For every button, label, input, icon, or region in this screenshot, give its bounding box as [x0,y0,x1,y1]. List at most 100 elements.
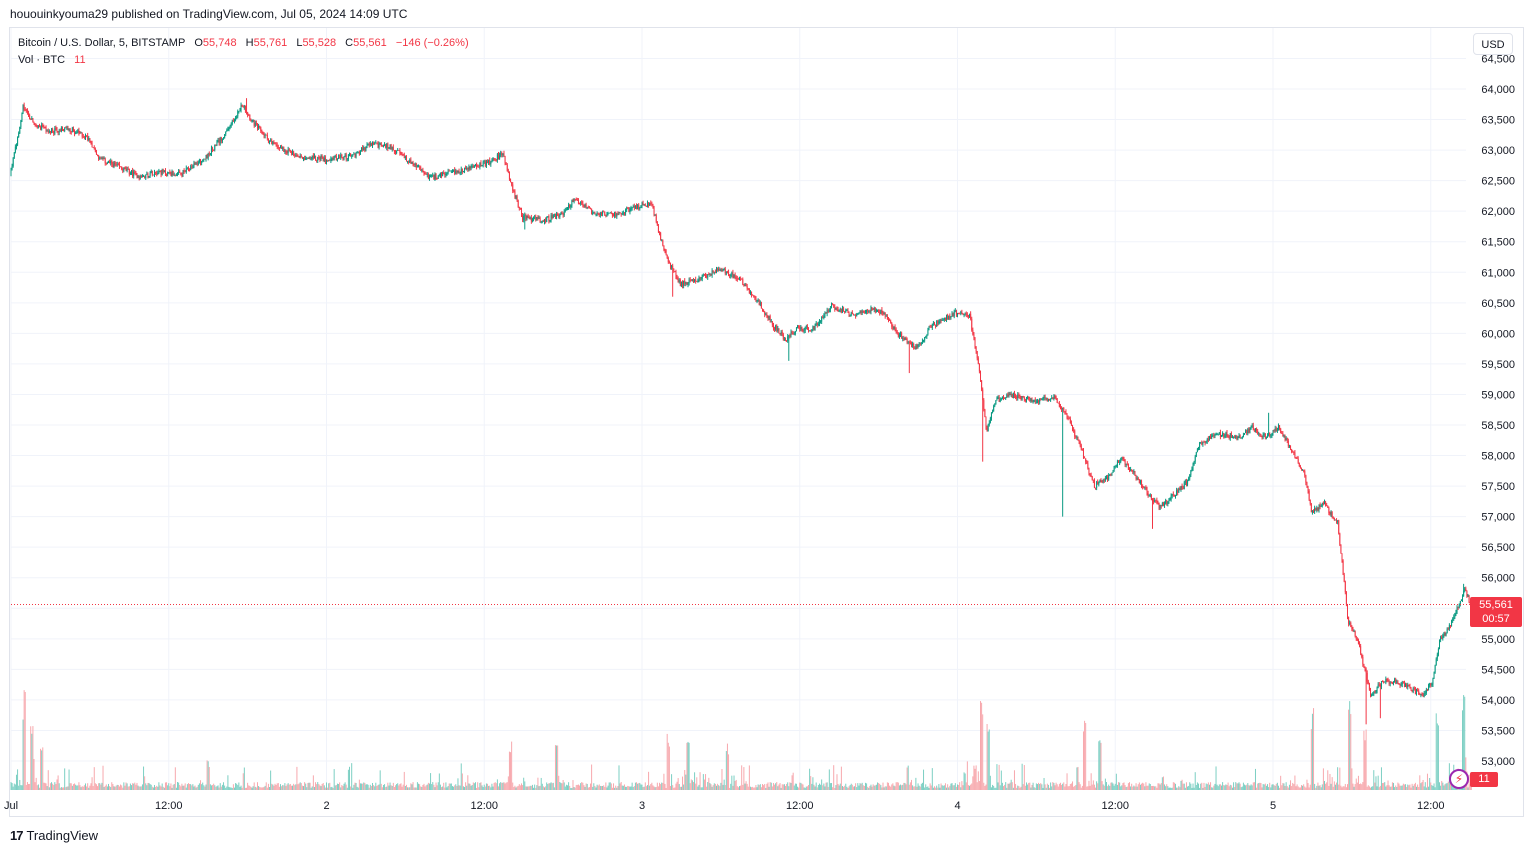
volume-bar [1206,784,1208,790]
volume-bar [187,783,189,790]
candle-body [1226,432,1228,436]
candle-body [669,263,671,268]
candle-body [567,208,569,210]
candle-body [124,167,126,169]
volume-bar [730,783,732,790]
candle-body [1166,500,1168,504]
candle-body [1101,480,1103,483]
candle-body [1110,474,1112,475]
candle-body [1207,438,1209,441]
volume-bar [837,783,839,790]
candle-body [939,320,941,322]
candle-body [1036,400,1038,402]
tradingview-brand[interactable]: 17 TradingView [10,828,98,843]
volume-bar [473,783,475,790]
volume-bar [719,786,721,790]
candle-body [969,313,971,317]
candle-body [884,313,886,317]
volume-bar [518,784,520,790]
candle-body [38,126,40,127]
volume-bar [131,785,133,790]
volume-bar [1280,775,1282,790]
candle-body [874,307,876,312]
candle-body [1189,474,1191,479]
candle-body [157,172,159,174]
volume-bar [611,787,613,790]
candle-body [40,126,42,130]
volume-bar [533,787,535,790]
candle-body [845,310,847,313]
candle-body [743,284,745,286]
candle-body [966,314,968,316]
candle-body [519,208,521,209]
volume-bar [757,784,759,790]
volume-bar [1286,786,1288,790]
candle-body [848,312,850,316]
candle-body [1363,664,1365,667]
volume-bar [430,773,432,790]
candle-body [748,289,750,294]
symbol-title[interactable]: Bitcoin / U.S. Dollar, 5, BITSTAMP [18,37,186,49]
volume-bar [431,784,433,790]
volume-bar [621,785,623,790]
lightning-icon[interactable]: ⚡ [1449,769,1469,789]
candle-body [695,279,697,282]
volume-bar [444,787,446,790]
candle-body [1120,459,1122,463]
candle-body [264,134,266,136]
volume-bar [1101,781,1103,790]
volume-bar [115,785,117,790]
volume-bar [58,783,60,790]
volume-bar [631,782,633,790]
y-tick-label: 56,500 [1481,542,1515,554]
volume-bar [679,786,681,790]
volume-bar [328,783,330,790]
candle-body [1231,436,1233,438]
candle-body [1457,607,1459,609]
volume-bar [386,786,388,790]
volume-label[interactable]: Vol · BTC [18,54,66,66]
candle-body [632,205,634,208]
volume-bar [503,782,505,790]
candle-body [415,163,417,168]
volume-bar [1156,787,1158,790]
currency-button[interactable]: USD [1473,33,1513,55]
candle-body [105,163,107,164]
candle-body [1102,480,1104,483]
volume-bar [233,787,235,790]
candle-body [786,340,788,342]
volume-bar [1032,782,1034,790]
candle-body [141,176,143,178]
volume-bar [1135,783,1137,790]
candle-body [1462,596,1464,600]
candle-body [491,160,493,163]
volume-bar [778,784,780,790]
candle-body [553,214,555,215]
candle-body [644,204,646,207]
volume-bar [660,784,662,790]
volume-bar [1395,785,1397,790]
candle-body [880,309,882,314]
volume-bar [380,783,382,790]
volume-bar [396,784,398,790]
volume-bar [799,782,801,790]
candle-body [544,219,546,222]
candle-body [148,176,150,178]
candle-body [1233,436,1235,438]
candle-body [1156,500,1158,503]
volume-bar [1251,785,1253,790]
volume-bar [69,783,71,790]
volume-bar [893,785,895,790]
volume-bar [1233,782,1235,790]
volume-bar [524,781,526,790]
volume-bar [1057,786,1059,790]
candle-body [200,159,202,163]
y-tick-label: 54,500 [1481,664,1515,676]
candle-body [1464,588,1466,591]
volume-bar [516,786,518,790]
candle-body [530,217,532,222]
candle-body [399,150,401,154]
candle-body [1072,425,1074,430]
candle-body [570,205,572,208]
